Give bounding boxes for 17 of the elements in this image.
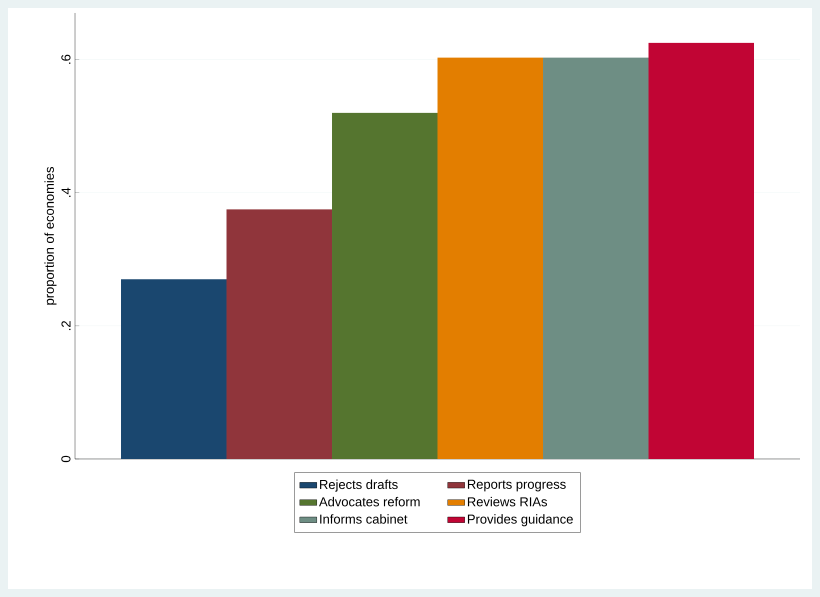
y-tick-label: 0 xyxy=(61,456,70,462)
bar xyxy=(332,112,438,459)
y-tick-label: .4 xyxy=(62,188,70,197)
legend-label: Advocates reform xyxy=(319,496,420,506)
bar xyxy=(121,279,227,459)
bar xyxy=(438,58,544,459)
y-tick-label: .6 xyxy=(61,54,70,64)
y-tick-label: .2 xyxy=(61,321,70,330)
bar xyxy=(648,42,754,459)
bar xyxy=(226,209,332,459)
legend-label: Provides guidance xyxy=(468,514,573,526)
y-axis-title: proportion of economies xyxy=(44,167,56,305)
legend-label: Rejects drafts xyxy=(320,480,398,492)
legend-label: Reports progress xyxy=(468,480,566,492)
legend-label: Reviews RIAs xyxy=(468,496,547,506)
legend-label: Informs cabinet xyxy=(320,514,408,524)
bar xyxy=(543,58,649,459)
